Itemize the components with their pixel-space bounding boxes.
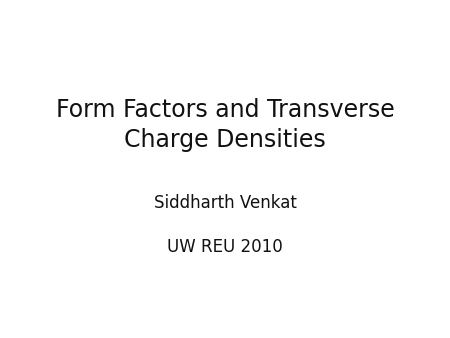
Text: Siddharth Venkat: Siddharth Venkat [153, 194, 297, 212]
Text: Form Factors and Transverse
Charge Densities: Form Factors and Transverse Charge Densi… [56, 98, 394, 152]
Text: UW REU 2010: UW REU 2010 [167, 238, 283, 256]
